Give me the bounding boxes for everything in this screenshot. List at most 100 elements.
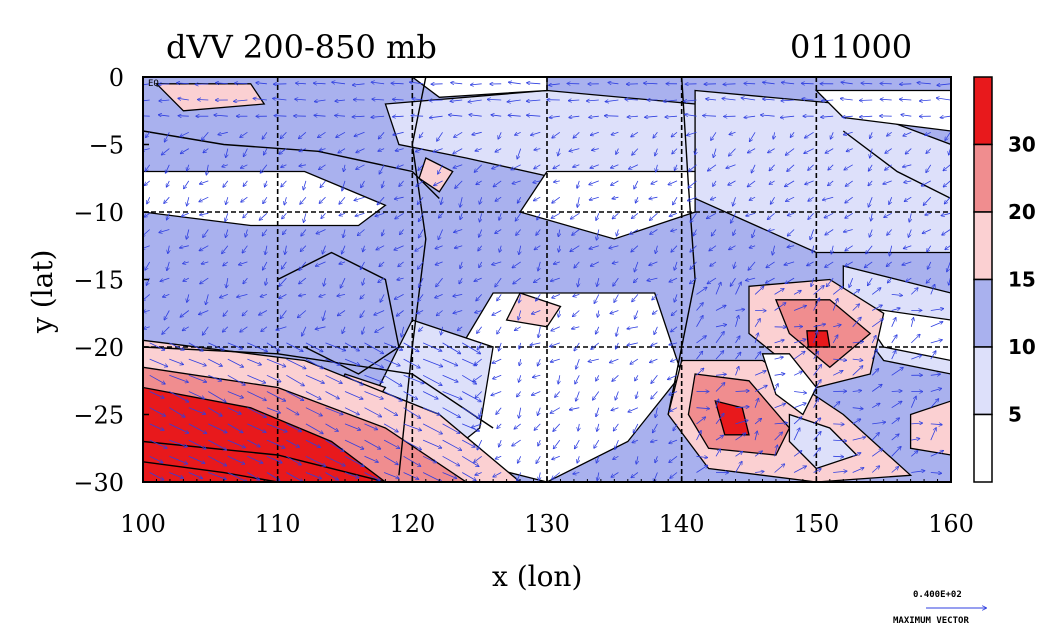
wind-vector	[555, 391, 561, 398]
wind-vector	[883, 180, 892, 184]
wind-vector	[532, 391, 541, 396]
wind-vector	[178, 98, 189, 100]
wind-vector	[438, 164, 443, 174]
wind-vector	[340, 277, 346, 288]
wind-vector	[247, 407, 266, 418]
wind-vector	[383, 407, 397, 416]
wind-vector	[842, 116, 853, 117]
wind-vector	[888, 277, 892, 283]
wind-vector	[813, 298, 820, 311]
wind-vector	[276, 326, 287, 330]
wind-vector	[573, 294, 580, 296]
wind-vector	[478, 245, 483, 251]
wind-vector	[591, 342, 600, 349]
wind-vector	[945, 132, 951, 140]
wind-vector	[497, 423, 502, 429]
wind-vector	[671, 310, 678, 316]
wind-vector	[841, 99, 853, 101]
wind-vector	[339, 196, 346, 204]
wind-vector	[143, 115, 150, 117]
wind-vector	[262, 229, 268, 236]
wind-vector	[344, 164, 346, 172]
wind-vector	[788, 229, 795, 236]
wind-vector	[460, 261, 462, 269]
wind-vector	[477, 326, 483, 333]
wind-vector	[813, 365, 822, 376]
wind-vector	[203, 229, 209, 238]
wind-vector	[383, 391, 402, 401]
wind-vector	[852, 437, 866, 441]
wind-vector	[305, 342, 323, 352]
wind-vector	[460, 197, 462, 207]
wind-vector	[295, 99, 306, 100]
wind-vector	[364, 472, 380, 481]
wind-vector	[374, 310, 385, 316]
wind-vector	[685, 114, 697, 116]
wind-vector	[300, 245, 307, 252]
wind-vector	[472, 131, 482, 134]
wind-vector	[930, 309, 944, 311]
wind-vector	[299, 165, 306, 166]
wind-vector	[325, 342, 346, 351]
wind-vector	[831, 132, 834, 139]
wind-vector	[335, 115, 346, 116]
wind-vector	[597, 472, 599, 481]
wind-vector	[169, 342, 184, 350]
wind-vector	[435, 294, 443, 297]
wind-vector	[570, 245, 580, 252]
wind-vector	[793, 371, 802, 376]
wind-vector	[671, 131, 678, 137]
wind-vector	[234, 100, 248, 101]
wind-vector	[872, 422, 885, 424]
wind-vector	[383, 472, 399, 479]
wind-vector	[325, 455, 345, 466]
wind-vector	[611, 472, 619, 478]
wind-vector	[454, 131, 463, 137]
wind-vector	[597, 278, 599, 286]
wind-vector	[305, 407, 322, 416]
wind-vector	[755, 431, 757, 441]
wind-vector	[393, 99, 404, 100]
wind-vector	[871, 466, 879, 473]
wind-vector	[768, 212, 775, 219]
wind-vector	[434, 180, 443, 186]
wind-vector	[634, 180, 639, 189]
wind-vector	[279, 277, 287, 286]
wind-vector	[266, 358, 286, 367]
wind-vector	[921, 180, 931, 186]
wind-vector	[393, 131, 404, 135]
colorbar-label: 20	[1008, 200, 1036, 224]
wind-vector	[735, 309, 745, 310]
wind-vector	[513, 277, 521, 284]
wind-vector	[403, 358, 420, 368]
wind-vector	[262, 132, 268, 139]
wind-vector	[382, 180, 384, 188]
wind-vector	[746, 212, 756, 216]
wind-vector	[180, 131, 189, 136]
wind-vector	[180, 310, 190, 318]
wind-vector	[748, 261, 756, 270]
wind-vector	[208, 439, 226, 450]
wind-vector	[710, 261, 717, 266]
wind-vector	[833, 325, 841, 327]
wind-vector	[356, 148, 365, 153]
wind-vector	[344, 472, 359, 478]
wind-vector	[361, 180, 365, 188]
wind-vector	[674, 261, 678, 270]
wind-vector	[509, 82, 521, 84]
wind-vector	[371, 116, 385, 117]
wind-vector	[872, 403, 880, 409]
wind-vector	[323, 310, 326, 321]
wind-vector	[651, 343, 658, 346]
wind-vector	[475, 311, 482, 313]
wind-vector	[497, 294, 502, 300]
wind-vector	[403, 423, 422, 431]
wind-vector	[319, 196, 326, 203]
wind-vector	[237, 294, 248, 297]
wind-vector	[379, 132, 385, 138]
wind-vector	[342, 245, 346, 254]
wind-vector	[693, 229, 697, 236]
wind-vector	[774, 357, 784, 359]
wind-vector	[145, 261, 151, 270]
wind-vector	[206, 164, 208, 175]
